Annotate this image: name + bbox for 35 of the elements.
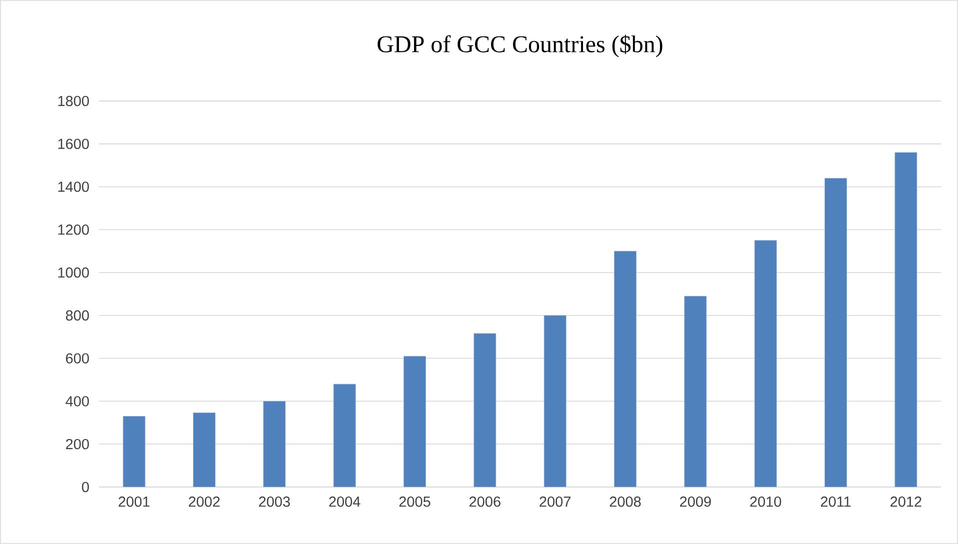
bar <box>894 152 918 487</box>
x-tick-label: 2008 <box>610 496 641 507</box>
y-tick-label: 1400 <box>58 182 89 192</box>
chart-title: GDP of GCC Countries ($bn) <box>378 34 662 58</box>
x-tick-label: 2012 <box>890 496 922 507</box>
y-tick-label: 400 <box>66 396 89 406</box>
bar <box>333 384 356 487</box>
x-tick-label: 2005 <box>399 496 430 507</box>
y-tick-label: 1800 <box>58 96 89 106</box>
bar <box>193 412 216 487</box>
bar <box>684 296 707 487</box>
x-tick-label: 2002 <box>188 496 220 507</box>
x-tick-label: 2009 <box>680 496 711 507</box>
bar <box>404 356 426 487</box>
y-tick-label: 1000 <box>58 267 89 278</box>
y-tick-label: 200 <box>66 438 89 450</box>
y-tick-label: 0 <box>82 482 89 492</box>
bar <box>754 240 777 487</box>
x-tick-label: 2007 <box>540 496 570 507</box>
bar <box>122 416 146 487</box>
x-tick-label: 2001 <box>118 496 150 507</box>
bar <box>614 250 636 487</box>
y-tick-label: 600 <box>66 353 89 364</box>
bar <box>263 401 286 487</box>
x-tick-label: 2003 <box>259 496 290 507</box>
x-tick-label: 2006 <box>470 496 500 507</box>
x-tick-label: 2010 <box>750 496 782 507</box>
x-tick-label: 2011 <box>820 496 851 507</box>
bar <box>544 315 566 487</box>
bar <box>474 333 496 487</box>
bar <box>824 178 847 487</box>
y-tick-label: 1600 <box>58 138 89 150</box>
y-tick-label: 800 <box>66 310 89 321</box>
y-tick-label: 1200 <box>58 224 89 235</box>
x-tick-label: 2004 <box>329 496 360 507</box>
